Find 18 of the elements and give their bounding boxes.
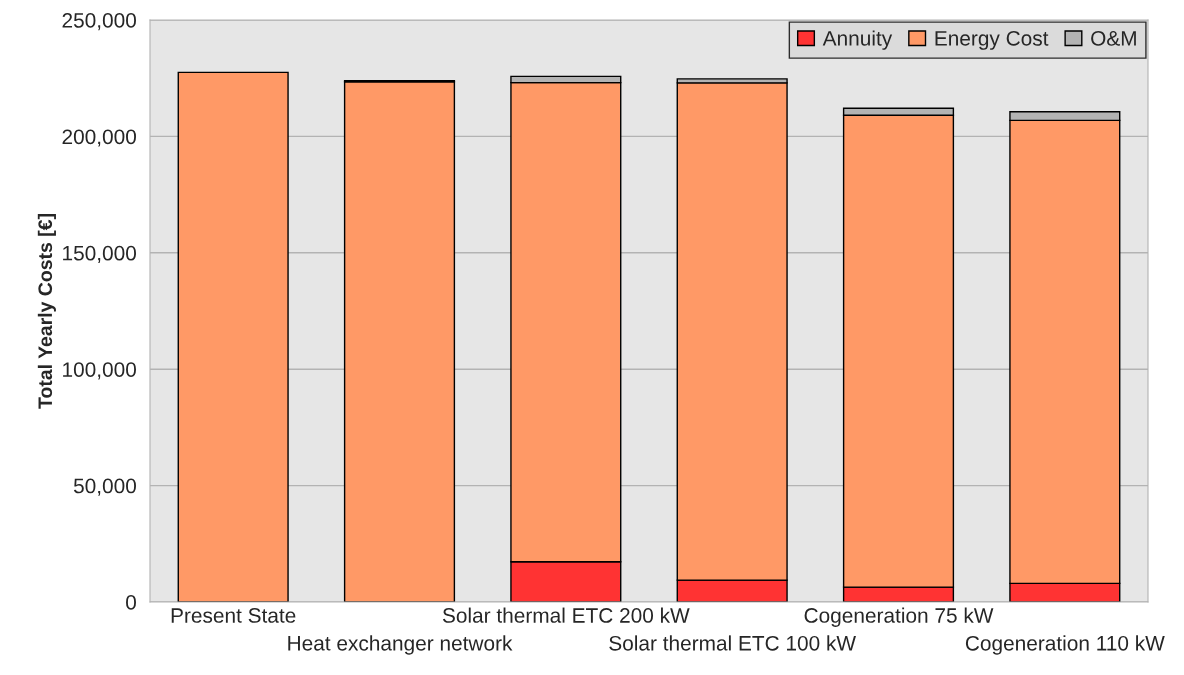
y-tick-label: 200,000 bbox=[62, 129, 136, 147]
y-tick-label: 0 bbox=[126, 595, 136, 610]
x-tick-label: Cogeneration 110 kW bbox=[965, 635, 1165, 655]
legend-label: Annuity bbox=[822, 30, 893, 50]
x-tick-label: Cogeneration 75 kW bbox=[804, 607, 994, 627]
bar bbox=[177, 71, 289, 602]
y-tick-label: 150,000 bbox=[63, 245, 136, 264]
legend-label: Energy Cost bbox=[935, 30, 1049, 50]
x-tick-label: Heat exchanger network bbox=[288, 635, 513, 655]
x-tick-label: Solar thermal ETC 200 kW bbox=[442, 607, 690, 623]
y-tick-label: 100,000 bbox=[63, 362, 136, 380]
x-tick-label: Present State bbox=[171, 608, 296, 623]
y-tick-label: 50,000 bbox=[73, 478, 136, 496]
y-axis-title: Total Yearly Costs [€] bbox=[37, 214, 56, 409]
y-tick-label: 250,000 bbox=[62, 13, 136, 31]
legend-label: O&M bbox=[1091, 30, 1136, 46]
bar bbox=[343, 80, 456, 602]
x-tick-label: Solar thermal ETC 100 kW bbox=[609, 635, 856, 651]
